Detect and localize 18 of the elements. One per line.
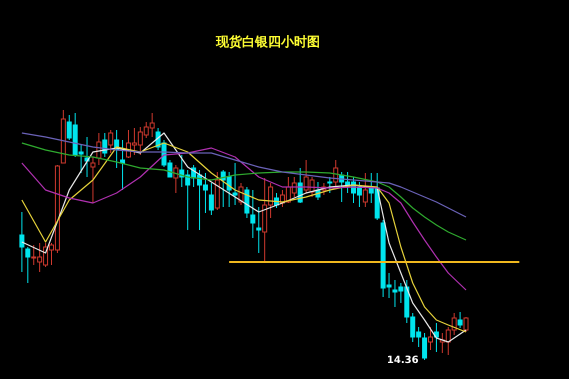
annotation: 14.36 (386, 355, 419, 366)
candlestick (173, 164, 178, 194)
candlestick (422, 332, 428, 360)
candlestick (428, 326, 433, 350)
candlestick (250, 190, 256, 238)
candlestick (458, 312, 463, 328)
candlestick (327, 176, 332, 194)
candlestick (256, 206, 262, 254)
chart-title: 现货白银四小时图 (215, 34, 320, 50)
candlestick (362, 172, 368, 208)
candlestick (464, 316, 469, 332)
candlestick (108, 130, 114, 154)
candlestick (25, 246, 30, 284)
candlestick (90, 156, 96, 204)
candlestick (232, 162, 238, 206)
candlestick (208, 182, 214, 216)
candlestick (19, 212, 24, 272)
candlestick (244, 186, 250, 218)
